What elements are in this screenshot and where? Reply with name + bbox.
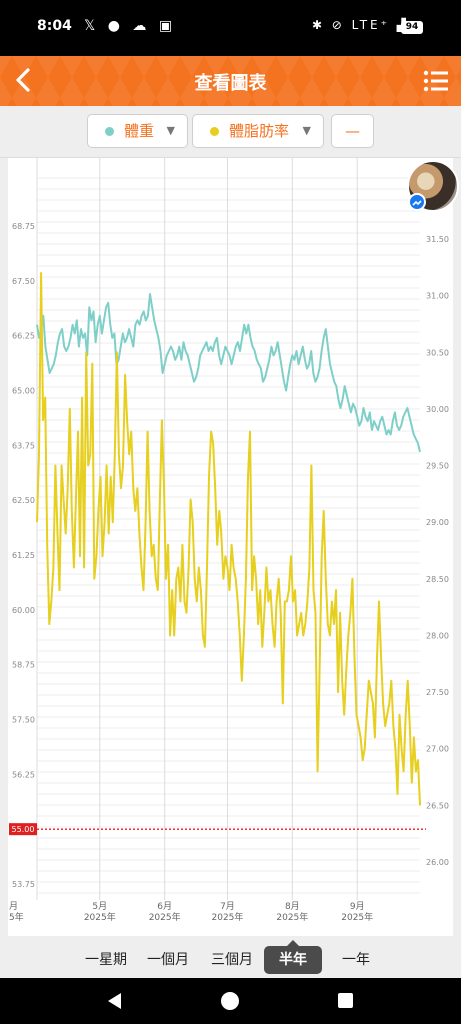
right-tick-label: 29.50: [426, 462, 449, 471]
weight-color-dot: [105, 127, 114, 136]
signal-icons: ✱ ⊘ LTE⁺ ▟: [311, 18, 409, 32]
target-label-bg: [9, 823, 37, 836]
page-title: 查看圖表: [194, 73, 267, 94]
left-tick-label: 53.75: [12, 880, 35, 889]
right-tick-label: 30.00: [426, 405, 449, 414]
x-tick-month-label: 6月: [157, 901, 172, 912]
x-tick-month-label: 7月: [220, 901, 235, 912]
x-tick-year-label: 2025年: [84, 911, 116, 923]
right-tick-label: 28.50: [426, 575, 449, 584]
bodyfat-selector-label: 體脂肪率: [229, 122, 290, 140]
filter-bar: 體重 ▼ 體脂肪率 ▼ —: [0, 106, 461, 158]
nav-home-icon[interactable]: [221, 992, 239, 1010]
left-tick-label: 68.75: [12, 222, 35, 231]
left-tick-label: 58.75: [12, 661, 35, 670]
x-tick-year-label: 2025年: [276, 911, 308, 923]
right-tick-label: 29.00: [426, 518, 449, 527]
status-time: 8:04: [37, 18, 72, 34]
tab-month[interactable]: 一個月: [147, 952, 189, 968]
back-arrow-icon[interactable]: [10, 64, 38, 96]
nav-recents-icon[interactable]: [338, 993, 353, 1008]
right-tick-label: 28.00: [426, 631, 449, 640]
x-tick-month-label: 5月: [92, 901, 107, 912]
caret-down-icon: ▼: [302, 124, 311, 137]
list-menu-icon[interactable]: [423, 69, 449, 93]
bodyfat-series-line: [36, 272, 421, 806]
nav-back-icon[interactable]: [108, 993, 121, 1009]
right-tick-label: 27.00: [426, 745, 449, 754]
x-tick-year-label: 5年: [9, 911, 24, 923]
app-header: 查看圖表: [0, 56, 461, 106]
bodyfat-selector[interactable]: 體脂肪率 ▼: [192, 114, 324, 148]
left-tick-label: 57.50: [12, 716, 35, 725]
right-tick-label: 31.50: [426, 235, 449, 244]
left-tick-label: 63.75: [12, 441, 35, 450]
caret-down-icon: ▼: [166, 124, 175, 137]
x-tick-year-label: 2025年: [212, 911, 244, 923]
tab-year[interactable]: 一年: [342, 952, 370, 968]
tab-week[interactable]: 一星期: [85, 952, 127, 968]
tab-half-year[interactable]: 半年: [264, 940, 322, 974]
weight-series-line: [36, 293, 421, 453]
right-tick-label: 26.00: [426, 858, 449, 867]
weight-selector-label: 體重: [124, 122, 155, 140]
left-tick-label: 62.50: [12, 496, 35, 505]
right-tick-label: 27.50: [426, 688, 449, 697]
right-tick-label: 26.50: [426, 801, 449, 810]
x-tick-year-label: 2025年: [341, 911, 373, 923]
target-label: 55.00: [12, 825, 35, 834]
system-nav-bar: [0, 978, 461, 1024]
x-tick-month-label: 9月: [350, 901, 365, 912]
period-tabs: 一星期 一個月 三個月 半年 一年: [0, 936, 461, 978]
notification-icons: 𝕏 ● ☁ ▣: [84, 18, 177, 34]
battery-icon: 94: [401, 21, 423, 34]
chart-card: 68.75 67.50 66.25 65.00 63.75 62.50 61.25 60.00…: [8, 158, 453, 936]
tab-three-months[interactable]: 三個月: [211, 952, 253, 968]
left-tick-label: 66.25: [12, 332, 35, 341]
status-bar: 8:04 𝕏 ● ☁ ▣ ✱ ⊘ LTE⁺ ▟ 94: [0, 0, 461, 56]
line-chart: 68.75 67.50 66.25 65.00 63.75 62.50 61.25 60.00…: [9, 158, 449, 923]
left-tick-label: 61.25: [12, 551, 35, 560]
left-tick-label: 67.50: [12, 277, 35, 286]
left-tick-label: 65.00: [12, 387, 35, 396]
weight-selector[interactable]: 體重 ▼: [87, 114, 188, 148]
x-tick-month-label: 8月: [285, 901, 300, 912]
left-tick-label: 56.25: [12, 770, 35, 779]
bodyfat-color-dot: [210, 127, 219, 136]
right-tick-label: 30.50: [426, 348, 449, 357]
right-tick-label: 31.00: [426, 292, 449, 301]
messenger-icon: [408, 193, 426, 211]
x-tick-year-label: 2025年: [149, 911, 181, 923]
left-tick-label: 60.00: [12, 606, 35, 615]
x-tick-month-label: 月: [9, 901, 18, 912]
third-series-selector[interactable]: —: [331, 114, 374, 148]
